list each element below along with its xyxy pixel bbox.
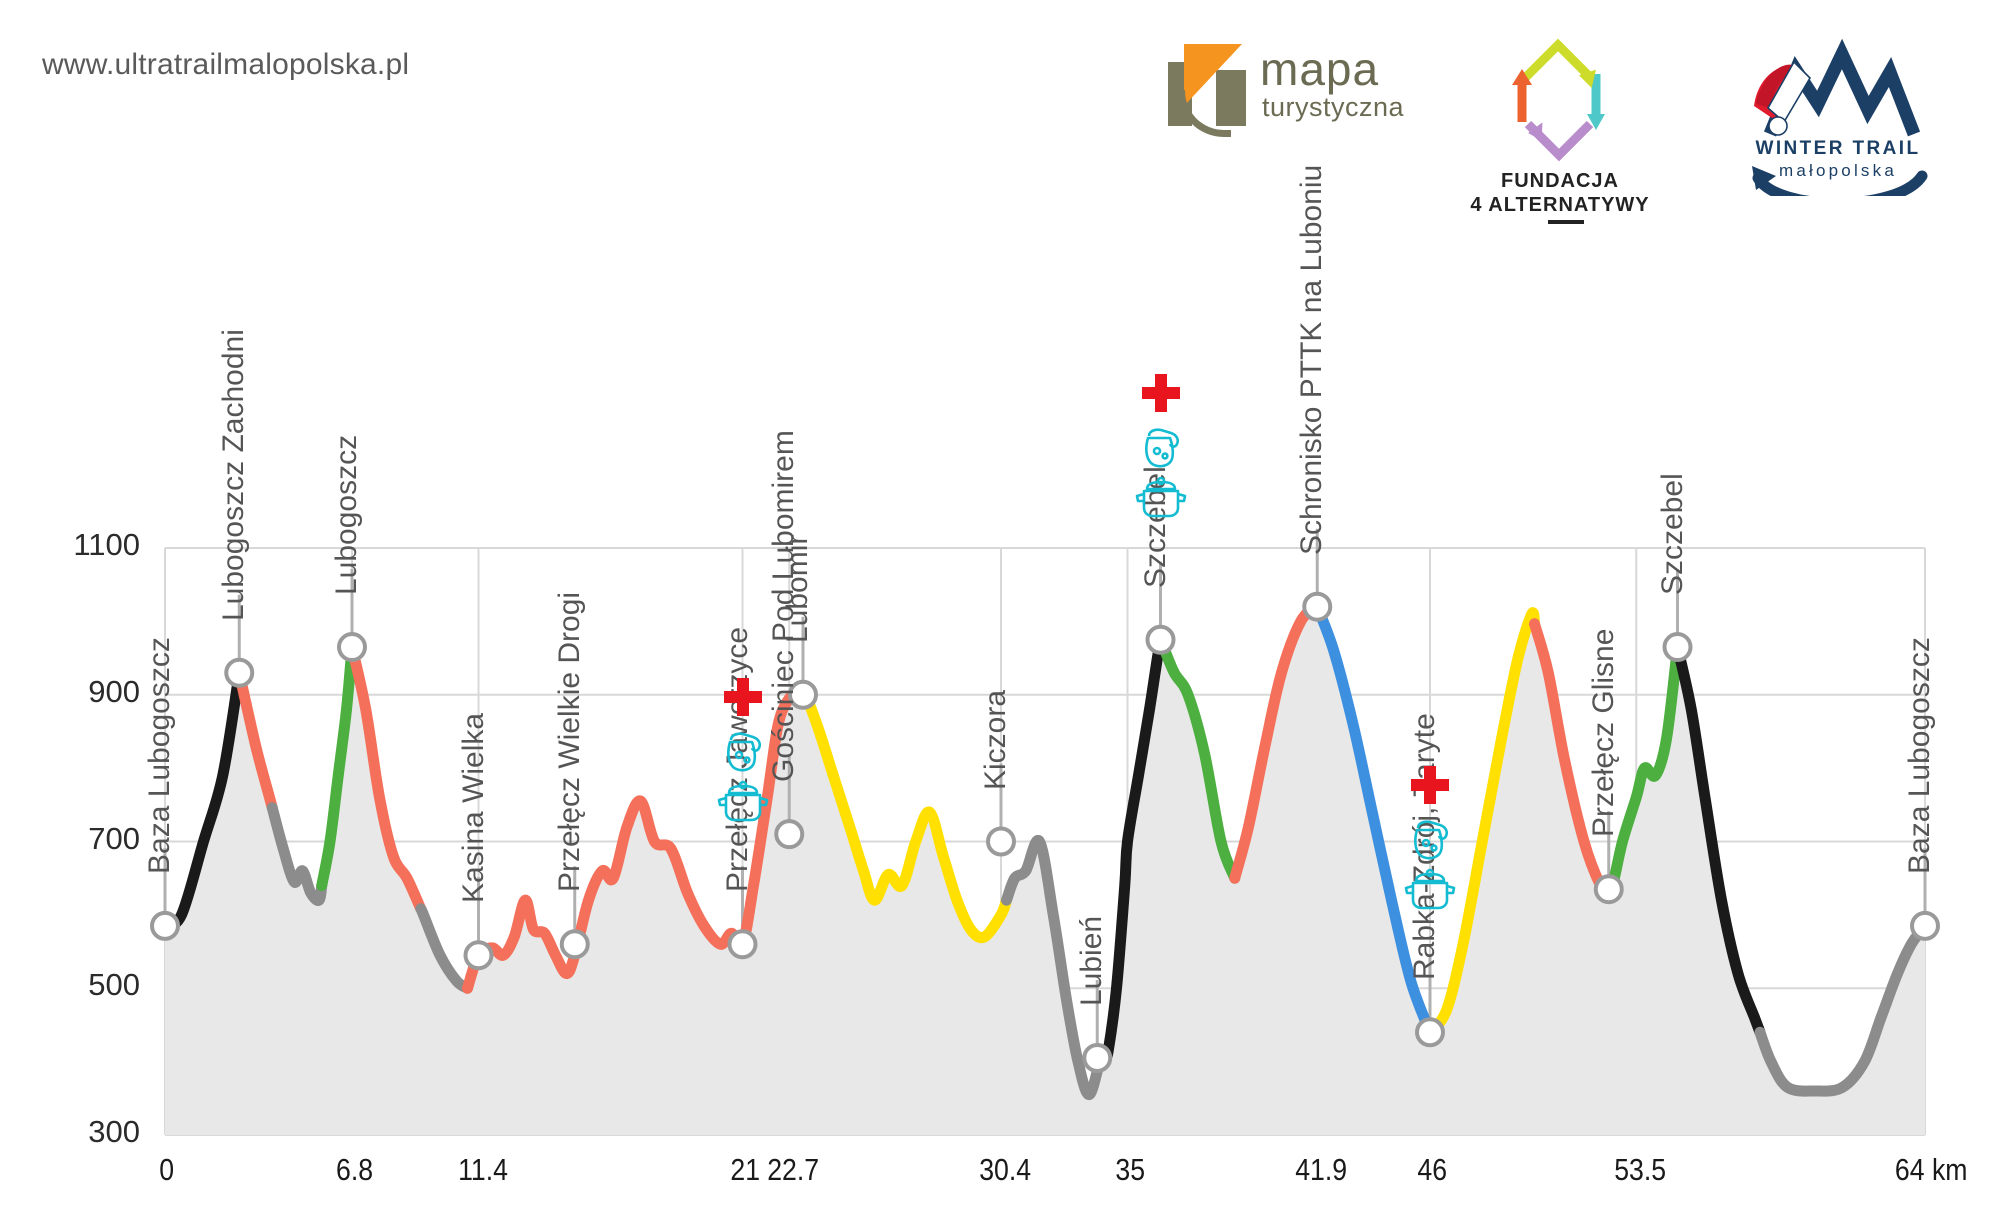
x-axis-tick-label: 6.8	[336, 1152, 374, 1187]
logo-winter-trail-malopolska[interactable]: WINTER TRAIL małopolska	[1718, 26, 1958, 209]
y-axis-tick-label: 900	[88, 673, 140, 709]
poi-marker[interactable]	[1302, 591, 1333, 622]
first-aid-cross-icon	[723, 678, 762, 717]
water-jug-icon	[1414, 820, 1449, 860]
poi-label: Kasina Wielka	[456, 713, 490, 904]
y-axis-tick-label: 300	[88, 1114, 140, 1149]
first-aid-cross-icon	[1141, 373, 1180, 412]
cooking-pot-icon	[1404, 868, 1456, 910]
x-axis-tick-label: 46	[1417, 1152, 1448, 1187]
cooking-pot-icon	[1135, 476, 1186, 518]
cooking-pot-icon	[717, 780, 768, 822]
x-axis-tick-label: 11.4	[457, 1152, 508, 1187]
poi-label: Schronisko PTTK na Luboniu	[1295, 164, 1329, 555]
four-arrows-diamond-icon	[1512, 38, 1605, 162]
poi-marker[interactable]	[986, 826, 1016, 857]
poi-marker[interactable]	[559, 929, 590, 960]
y-axis-tick-label: 700	[88, 820, 140, 856]
logo-fundacja-underline	[1548, 220, 1584, 224]
logo-mapa-line1: mapa	[1260, 43, 1380, 95]
poi-amenity-icons	[1131, 370, 1191, 524]
x-axis-tick-label: 30.4	[979, 1152, 1032, 1187]
first-aid-cross-icon	[1411, 766, 1449, 805]
poi-label: Lubogoszcz Zachodni	[217, 328, 251, 621]
poi-marker[interactable]	[1415, 1017, 1445, 1048]
poi-marker[interactable]	[1910, 910, 1940, 941]
poi-amenity-icons	[713, 674, 773, 828]
logo-fundacja-4-alternatywy[interactable]: FUNDACJA 4 ALTERNATYWY	[1470, 32, 1650, 224]
mapa-flag-icon	[1168, 44, 1246, 137]
y-axis-tick-label: 1100	[73, 527, 140, 562]
poi-marker[interactable]	[727, 929, 758, 960]
poi-marker[interactable]	[150, 910, 180, 941]
page-header: www.ultratrailmalopolska.pl mapa turysty…	[0, 0, 2000, 230]
poi-label: Szczebel	[1655, 473, 1689, 596]
logo-mapa-line2: turystyczna	[1262, 92, 1405, 122]
poi-label: Lubień	[1075, 915, 1109, 1006]
poi-marker[interactable]	[1662, 632, 1693, 663]
x-axis-tick-label: 41.9	[1295, 1152, 1348, 1187]
logo-fundacja-line1: FUNDACJA	[1501, 170, 1619, 192]
x-axis-tick-label: 0	[158, 1152, 174, 1187]
water-jug-icon	[1144, 428, 1179, 468]
winter-trail-mountains-icon: WINTER TRAIL małopolska	[1752, 38, 1928, 209]
x-axis-tick-label: 35	[1115, 1152, 1145, 1187]
poi-marker[interactable]	[774, 819, 805, 850]
poi-amenity-icons	[1400, 762, 1460, 916]
logo-mapa-turystyczna[interactable]: mapa turystyczna	[1168, 40, 1404, 140]
poi-marker[interactable]	[1145, 624, 1176, 655]
poi-marker[interactable]	[1082, 1042, 1113, 1073]
poi-label: Baza Lubogoszcz	[143, 637, 176, 874]
poi-label: Lubomir	[781, 534, 814, 643]
poi-label: Lubogoszcz	[330, 434, 363, 596]
x-axis-tick-label: 21	[730, 1152, 760, 1187]
x-axis-tick-label: 53.5	[1614, 1152, 1667, 1187]
poi-label: Baza Lubogoszcz	[1903, 637, 1936, 874]
poi-label: Przełęcz Glisne	[1586, 628, 1620, 838]
poi-marker[interactable]	[1593, 874, 1624, 905]
poi-marker[interactable]	[224, 657, 255, 688]
poi-label: Kiczora	[979, 689, 1012, 790]
y-axis-tick-label: 500	[88, 967, 140, 1003]
x-axis-tick-label: 64 km	[1894, 1152, 1968, 1187]
logo-fundacja-line2: 4 ALTERNATYWY	[1470, 194, 1650, 216]
poi-label: Przełęcz Wielkie Drogi	[552, 592, 586, 893]
x-axis-tick-label: 22.7	[767, 1152, 820, 1187]
poi-marker[interactable]	[337, 632, 367, 663]
poi-marker[interactable]	[463, 940, 494, 971]
svg-text:WINTER TRAIL: WINTER TRAIL	[1756, 138, 1921, 159]
water-jug-icon	[726, 732, 761, 772]
poi-markers[interactable]	[150, 591, 1940, 1073]
site-url-text: www.ultratrailmalopolska.pl	[42, 48, 410, 81]
svg-text:małopolska: małopolska	[1779, 161, 1897, 180]
poi-marker[interactable]	[788, 679, 818, 710]
